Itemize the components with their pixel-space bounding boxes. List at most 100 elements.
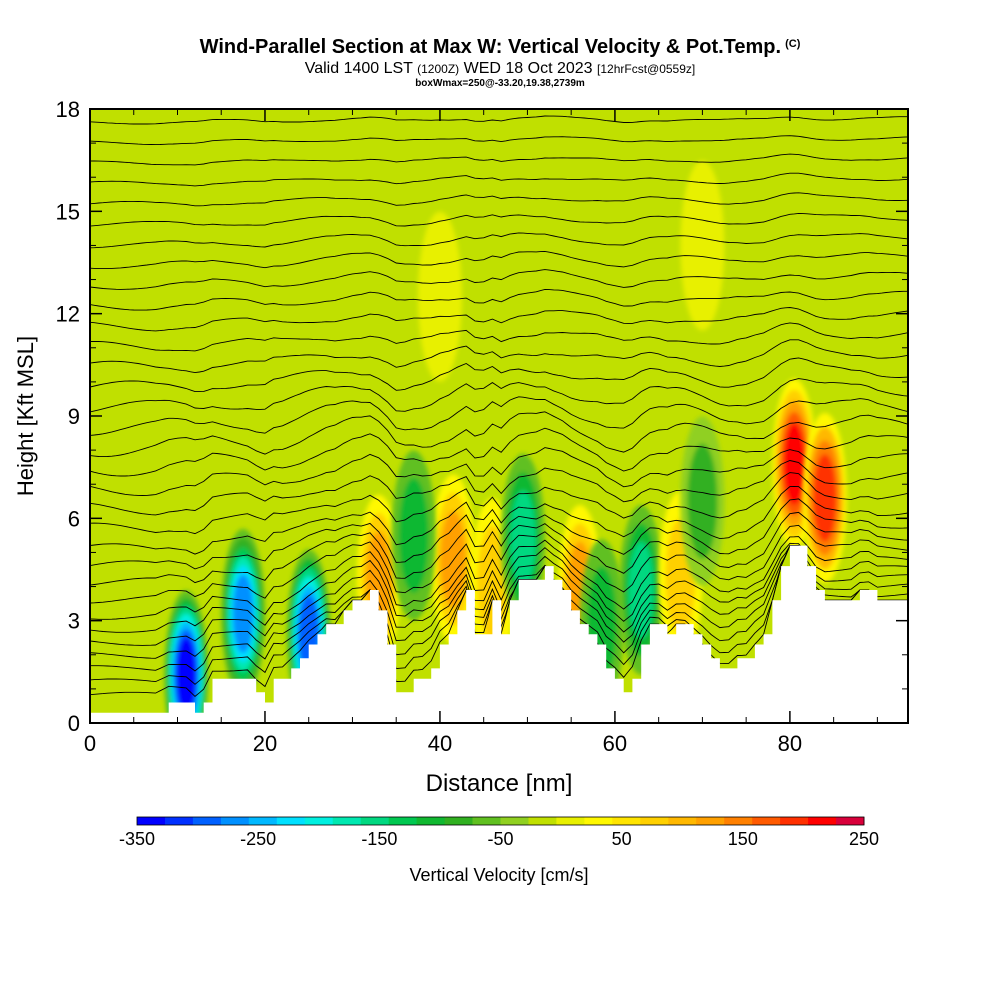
x-tick-label: 20	[253, 731, 277, 756]
theta-contour	[90, 250, 908, 270]
velocity-band	[783, 422, 806, 505]
theta-contour	[90, 153, 908, 166]
velocity-band	[176, 637, 197, 714]
title-text: Wind-Parallel Section at Max W: Vertical…	[199, 36, 782, 58]
theta-contour	[90, 115, 908, 125]
forecast-info: [12hrFcst@0559z]	[597, 62, 696, 76]
theta-contour	[90, 212, 908, 227]
chart-title: Wind-Parallel Section at Max W: Vertical…	[0, 36, 1000, 59]
valid-utc: (1200Z)	[417, 62, 460, 76]
theta-contour	[90, 192, 908, 207]
theta-contour	[90, 378, 908, 413]
colorbar-swatch	[276, 817, 306, 825]
y-tick-label: 6	[68, 506, 80, 531]
copyright-mark: (C)	[785, 38, 801, 50]
colorbar-swatch	[416, 817, 446, 825]
box-info: boxWmax=250@-33.20,19.38,2739m	[415, 78, 585, 89]
colorbar-swatch	[528, 817, 557, 825]
theta-contour	[90, 427, 908, 477]
x-tick-label: 40	[428, 731, 452, 756]
terrain	[90, 545, 908, 723]
x-axis: 0 20 40 60 80	[84, 109, 878, 756]
velocity-band	[680, 160, 725, 331]
valid-date: WED 18 Oct 2023	[463, 60, 593, 77]
theta-contour	[90, 396, 908, 436]
colorbar-swatch	[360, 817, 390, 825]
y-tick-label: 12	[56, 302, 80, 327]
velocity-feature	[680, 416, 725, 587]
theta-contour	[90, 460, 908, 516]
y-axis-label: Height [Kft MSL]	[13, 336, 38, 496]
colorbar-swatch	[137, 817, 166, 825]
x-tick-label: 80	[778, 731, 802, 756]
theta-contour	[90, 498, 908, 570]
colorbar-swatch	[332, 817, 362, 825]
velocity-feature	[164, 590, 209, 723]
velocity-feature	[680, 160, 725, 331]
theta-contour	[90, 172, 908, 187]
x-axis-label: Distance [nm]	[426, 770, 573, 797]
velocity-feature	[221, 528, 266, 699]
theta-contour	[90, 288, 908, 311]
colorbar-tick-label: 150	[728, 829, 758, 849]
velocity-band	[398, 477, 429, 593]
colorbar-swatch	[836, 817, 865, 825]
colorbar-swatch	[612, 817, 641, 825]
velocity-band	[510, 490, 536, 588]
colorbar-swatch	[780, 817, 809, 825]
y-tick-label: 15	[56, 199, 80, 224]
theta-contour	[90, 486, 908, 555]
theta-contour	[90, 545, 908, 646]
colorbar-tick-label: -50	[487, 829, 513, 849]
chart-subtitle: Valid 1400 LST (1200Z) WED 18 Oct 2023 […	[0, 60, 1000, 78]
theta-contour	[90, 524, 908, 604]
theta-contour	[90, 411, 908, 458]
colorbar-swatch	[752, 817, 781, 825]
colorbar-tick-label: -350	[119, 829, 155, 849]
colorbar-tick-label: -250	[240, 829, 276, 849]
colorbar-swatch	[220, 817, 250, 825]
colorbar-swatch	[808, 817, 837, 825]
colorbar-tick-label: 250	[849, 829, 879, 849]
velocity-band	[417, 211, 462, 382]
colorbar-swatch	[668, 817, 697, 825]
colorbar-frame	[136, 816, 865, 826]
theta-contour	[90, 307, 908, 332]
velocity-feature	[417, 211, 462, 382]
theta-contour	[90, 447, 908, 496]
y-tick-label: 9	[68, 404, 80, 429]
colorbar-swatch	[472, 817, 501, 825]
colorbar-swatch	[165, 817, 194, 825]
colorbar-label: Vertical Velocity [cm/s]	[409, 865, 588, 885]
theta-contours	[90, 115, 908, 698]
theta-contour	[90, 542, 908, 633]
theta-contour	[90, 536, 908, 620]
colorbar: -350 -250 -150 -50 50 150 250	[119, 816, 879, 849]
theta-contour	[90, 339, 908, 374]
colorbar-swatch	[500, 817, 529, 825]
velocity-band	[232, 574, 254, 654]
theta-contour	[90, 135, 908, 146]
theta-contour	[90, 357, 908, 393]
colorbar-swatch	[248, 817, 278, 825]
colorbar-swatch	[696, 817, 725, 825]
colorbar-tick-label: 50	[612, 829, 632, 849]
y-tick-label: 3	[68, 609, 80, 634]
theta-contour	[90, 269, 908, 290]
theta-contour	[90, 472, 908, 535]
y-tick-label: 0	[68, 711, 80, 736]
y-axis: 0 3 6 9 12 15 18	[56, 97, 908, 736]
colorbar-swatch	[724, 817, 753, 825]
colorbar-swatch	[556, 817, 585, 825]
theta-contour	[90, 322, 908, 352]
colorbar-tick-label: -150	[361, 829, 397, 849]
colorbar-swatch	[192, 817, 222, 825]
colorbar-swatch	[444, 817, 474, 825]
plot-area	[90, 109, 908, 723]
x-tick-label: 60	[603, 731, 627, 756]
theta-contour	[90, 232, 908, 249]
colorbar-swatch	[388, 817, 418, 825]
colorbar-swatch	[584, 817, 613, 825]
theta-contour	[90, 511, 908, 586]
